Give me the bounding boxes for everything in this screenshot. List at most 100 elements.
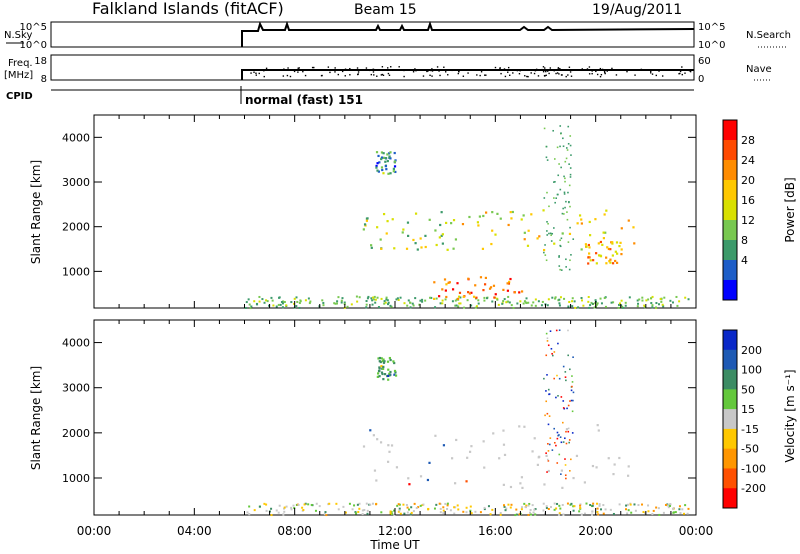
echo-pixel (595, 252, 598, 255)
echo-pixel (406, 304, 409, 307)
echo-pixel (385, 298, 388, 301)
echo-pixel (387, 172, 390, 175)
echo-pixel (684, 504, 687, 507)
echo-pixel (389, 157, 392, 160)
echo-pixel (407, 477, 410, 480)
echo-pixel (595, 262, 598, 265)
echo-pixel (381, 360, 384, 363)
echo-pixel (671, 507, 674, 510)
echo-pixel (248, 303, 251, 306)
echo-pixel (596, 424, 599, 427)
echo-pixel (551, 232, 554, 235)
echo-pixel (530, 513, 533, 516)
echo-pixel (474, 306, 477, 309)
echo-pixel (556, 437, 559, 440)
echo-pixel (389, 358, 392, 362)
echo-pixel (564, 206, 566, 209)
echo-pixel (395, 298, 398, 301)
echo-pixel (592, 259, 595, 262)
echo-pixel (555, 444, 557, 447)
nave-point (559, 67, 561, 70)
echo-pixel (588, 246, 591, 249)
echo-pixel (651, 306, 654, 309)
echo-pixel (558, 256, 560, 258)
echo-pixel (534, 304, 537, 307)
echo-pixel (567, 142, 570, 145)
echo-pixel (570, 254, 572, 256)
echo-pixel (553, 508, 556, 511)
echo-pixel (270, 296, 273, 299)
nave-dots (248, 66, 692, 78)
y-tick-label: 1000 (62, 265, 90, 278)
echo-pixel (417, 506, 420, 509)
echo-pixel (565, 442, 568, 445)
echo-pixel (534, 298, 537, 301)
echo-pixel (414, 212, 418, 215)
echo-pixel (564, 376, 567, 378)
echo-pixel (467, 277, 470, 280)
echo-pixel (503, 453, 507, 457)
echo-pixel (617, 303, 620, 306)
echo-pixel (458, 302, 461, 305)
echo-pixel (543, 483, 546, 486)
echo-pixel (315, 502, 318, 505)
nave-point (258, 72, 260, 75)
nave-point (599, 67, 602, 70)
echo-pixel (609, 508, 612, 511)
nave-point (327, 66, 330, 68)
echo-pixel (430, 296, 433, 299)
echo-pixel (462, 295, 465, 298)
echo-pixel (506, 289, 510, 292)
echo-pixel (387, 374, 390, 377)
echo-pixel (542, 502, 545, 505)
power-colorbar-swatch (723, 120, 737, 141)
echo-pixel (562, 421, 564, 424)
echo-pixel (496, 212, 499, 215)
nave-point (548, 72, 550, 75)
echo-pixel (510, 304, 513, 307)
echo-pixel (328, 502, 331, 505)
echo-pixel (568, 232, 572, 236)
echo-pixel (587, 300, 590, 303)
echo-pixel (651, 513, 654, 516)
velocity-colorbar-swatch (723, 409, 737, 430)
echo-pixel (469, 505, 472, 508)
echo-pixel (578, 510, 581, 513)
echo-pixel (336, 300, 339, 303)
echo-pixel (542, 248, 546, 252)
date-label: 19/Aug/2011 (592, 2, 682, 18)
echo-pixel (487, 505, 490, 508)
echo-pixel (545, 332, 548, 335)
echo-pixel (415, 507, 418, 510)
nave-point (255, 72, 257, 74)
nave-point (458, 70, 460, 73)
echo-pixel (378, 375, 381, 378)
power-colorbar-label: Power [dB] (783, 177, 797, 242)
echo-pixel (451, 288, 455, 291)
echo-pixel (560, 473, 562, 475)
echo-pixel (520, 476, 524, 479)
echo-pixel (377, 170, 380, 173)
echo-pixel (549, 330, 552, 332)
echo-pixel (647, 510, 650, 513)
nave-point (611, 67, 613, 70)
nave-point (603, 70, 606, 73)
echo-pixel (440, 211, 443, 214)
nave-point (615, 74, 618, 76)
echo-pixel (608, 260, 611, 263)
echo-pixel (375, 164, 378, 168)
echo-pixel (651, 295, 654, 298)
echo-pixel (377, 372, 380, 375)
echo-pixel (398, 503, 401, 506)
echo-pixel (562, 513, 565, 516)
nave-point (509, 74, 511, 76)
echo-pixel (538, 235, 541, 238)
echo-pixel (277, 303, 280, 306)
nave-point (544, 67, 546, 69)
echo-pixel (558, 504, 561, 507)
nave-point (500, 72, 502, 75)
echo-pixel (378, 367, 381, 370)
echo-pixel (605, 256, 608, 259)
echo-pixel (503, 504, 506, 507)
echo-pixel (308, 302, 311, 305)
